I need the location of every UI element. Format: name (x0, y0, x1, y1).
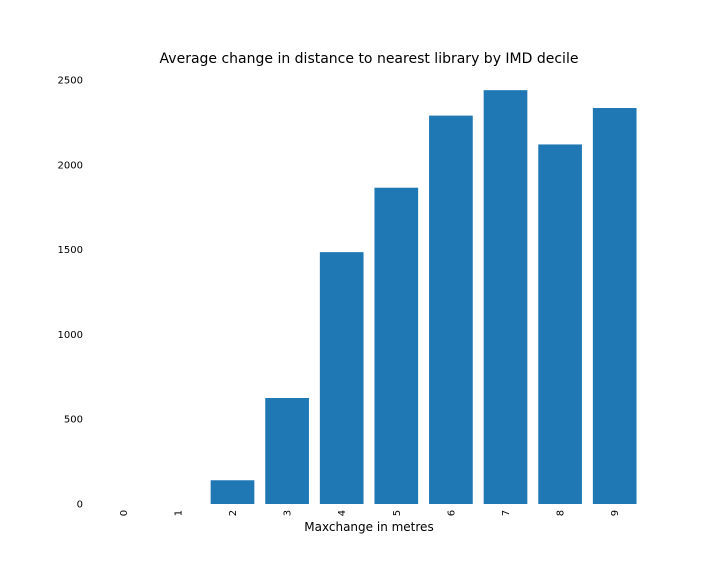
x-tick-label: 4 (337, 510, 348, 516)
y-tick-label: 500 (64, 415, 83, 426)
y-tick-label: 2000 (58, 160, 83, 171)
bar-7 (483, 90, 528, 505)
y-tick-label: 1500 (58, 245, 83, 256)
x-tick-label: 6 (446, 510, 457, 516)
y-tick-label: 0 (77, 500, 83, 511)
x-tick-label: 1 (173, 510, 184, 516)
bar-8 (538, 144, 582, 504)
x-tick-label: 9 (610, 510, 621, 516)
x-tick-label: 3 (283, 510, 294, 516)
bar-4 (319, 252, 364, 504)
x-tick-label: 8 (556, 510, 567, 516)
bar-2 (210, 480, 255, 504)
x-tick-label: 5 (392, 510, 403, 516)
bar-6 (429, 115, 473, 504)
bar-9 (592, 107, 637, 504)
chart-title: Average change in distance to nearest li… (160, 51, 579, 67)
x-axis-label: Maxchange in metres (304, 520, 433, 534)
y-tick-label: 1000 (58, 330, 83, 341)
y-axis-ticks: 0 500 1000 1500 2000 2500 (58, 76, 83, 511)
y-tick-label: 2500 (58, 76, 83, 87)
x-tick-label: 7 (501, 510, 512, 516)
x-axis-ticks: 0 1 2 3 4 5 6 7 8 9 (119, 510, 621, 516)
x-tick-label: 0 (119, 510, 130, 516)
bar-3 (265, 398, 309, 504)
x-tick-label: 2 (228, 510, 239, 516)
bar-5 (374, 187, 419, 505)
bars (210, 90, 637, 505)
